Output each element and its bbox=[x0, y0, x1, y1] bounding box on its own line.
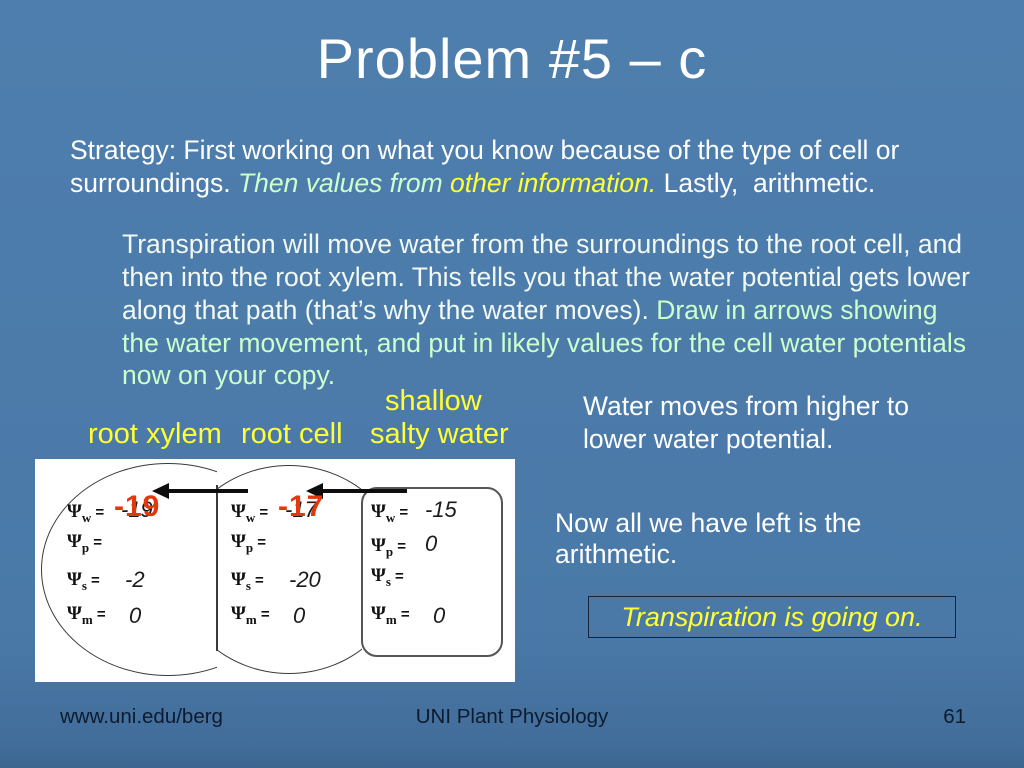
psi-m-label: Ψm = bbox=[231, 603, 270, 627]
psi-row: Ψs = bbox=[371, 565, 511, 599]
footer-url: www.uni.edu/berg bbox=[60, 705, 223, 728]
psi-row: Ψm = 0 bbox=[67, 599, 207, 633]
psi-w-value: -15 bbox=[425, 497, 457, 522]
strategy-white-1: Strategy: First working on what you know… bbox=[70, 135, 907, 198]
psi-column-root-xylem: Ψw = -19 -19 Ψp = Ψs = -2 Ψm = 0 bbox=[67, 490, 207, 633]
label-shallow: shallow bbox=[385, 385, 482, 417]
strategy-paragraph: Strategy: First working on what you know… bbox=[70, 134, 942, 200]
psi-row: Ψm = 0 bbox=[371, 599, 511, 633]
psi-p-value: 0 bbox=[425, 531, 438, 556]
psi-row: Ψp = bbox=[231, 531, 371, 565]
strategy-yellow-italic: other information. bbox=[450, 167, 657, 198]
salty-water-rectangle bbox=[361, 487, 503, 657]
water-flow-arrow-right bbox=[306, 483, 407, 499]
red-annotation-value: -17 bbox=[278, 490, 325, 523]
psi-m-label: Ψm = bbox=[371, 603, 410, 627]
root-cell-circle bbox=[217, 464, 362, 676]
slide-footer: UNI Plant Physiology www.uni.edu/berg 61 bbox=[0, 702, 1024, 732]
arrow-head-icon bbox=[152, 483, 169, 499]
psi-row: Ψm = 0 bbox=[231, 599, 371, 633]
psi-w-value: -17 -17 bbox=[278, 490, 325, 523]
cell-diagram-panel: Ψw = -19 -19 Ψp = Ψs = -2 Ψm = 0 Ψw = -17… bbox=[35, 459, 515, 682]
note-arithmetic: Now all we have left is the arithmetic. bbox=[555, 508, 862, 569]
footer-center-text: UNI Plant Physiology bbox=[415, 705, 609, 728]
strategy-white-2: Lastly, arithmetic. bbox=[656, 167, 876, 198]
psi-p-label: Ψp = bbox=[371, 535, 406, 559]
root-cell-circle-outline bbox=[217, 465, 362, 674]
root-xylem-circle bbox=[39, 463, 217, 678]
psi-p-label: Ψp = bbox=[231, 531, 266, 555]
psi-row: Ψs = -20 bbox=[231, 565, 371, 599]
psi-row: Ψp = 0 bbox=[371, 531, 511, 565]
psi-row: Ψw = -19 -19 bbox=[67, 490, 207, 531]
label-root-xylem: root xylem bbox=[88, 418, 222, 450]
psi-w-value: -19 -19 bbox=[114, 490, 161, 523]
psi-w-label: Ψw = bbox=[371, 501, 409, 525]
red-annotation-value: -19 bbox=[114, 490, 161, 523]
strategy-green-italic: Then values from bbox=[237, 167, 451, 198]
arrow-head-icon bbox=[306, 483, 323, 499]
label-salty-water: salty water bbox=[370, 418, 509, 450]
note-water-movement: Water moves from higher to lower water p… bbox=[583, 391, 909, 455]
psi-s-label: Ψs = bbox=[67, 569, 100, 593]
psi-s-label: Ψs = bbox=[231, 569, 264, 593]
psi-row: Ψp = bbox=[67, 531, 207, 565]
slide-title: Problem #5 – c bbox=[316, 27, 708, 90]
psi-s-label: Ψs = bbox=[371, 565, 404, 589]
psi-column-root-cell: Ψw = -17 -17 Ψp = Ψs = -20 Ψm = 0 bbox=[231, 490, 371, 633]
arrow-shaft bbox=[169, 488, 248, 494]
transpiration-callout-box: Transpiration is going on. bbox=[588, 596, 956, 638]
psi-m-value: 0 bbox=[433, 603, 446, 628]
transpiration-callout-text: Transpiration is going on. bbox=[621, 601, 923, 632]
arrow-shaft bbox=[323, 488, 407, 494]
transpiration-paragraph: Transpiration will move water from the s… bbox=[122, 228, 970, 392]
psi-s-value: -2 bbox=[125, 567, 145, 592]
psi-row: Ψw = -15 bbox=[371, 497, 511, 531]
psi-s-value: -20 bbox=[289, 567, 321, 592]
psi-m-value: 0 bbox=[293, 603, 306, 628]
psi-m-label: Ψm = bbox=[67, 603, 106, 627]
water-flow-arrow-left bbox=[152, 483, 248, 499]
psi-m-value: 0 bbox=[129, 603, 142, 628]
psi-w-label: Ψw = bbox=[67, 501, 105, 525]
psi-column-salty-water: Ψw = -15 Ψp = 0 Ψs = Ψm = 0 bbox=[371, 497, 511, 633]
psi-p-label: Ψp = bbox=[67, 531, 102, 555]
paragraph-white: Transpiration will move water from the s… bbox=[122, 229, 978, 325]
footer-page-number: 61 bbox=[943, 705, 966, 728]
cell-junction-line bbox=[216, 485, 218, 651]
label-root-cell: root cell bbox=[241, 418, 343, 450]
psi-row: Ψw = -17 -17 bbox=[231, 490, 371, 531]
paragraph-green: Draw in arrows showing the water movemen… bbox=[122, 294, 974, 391]
psi-row: Ψs = -2 bbox=[67, 565, 207, 599]
psi-w-label: Ψw = bbox=[231, 501, 269, 525]
